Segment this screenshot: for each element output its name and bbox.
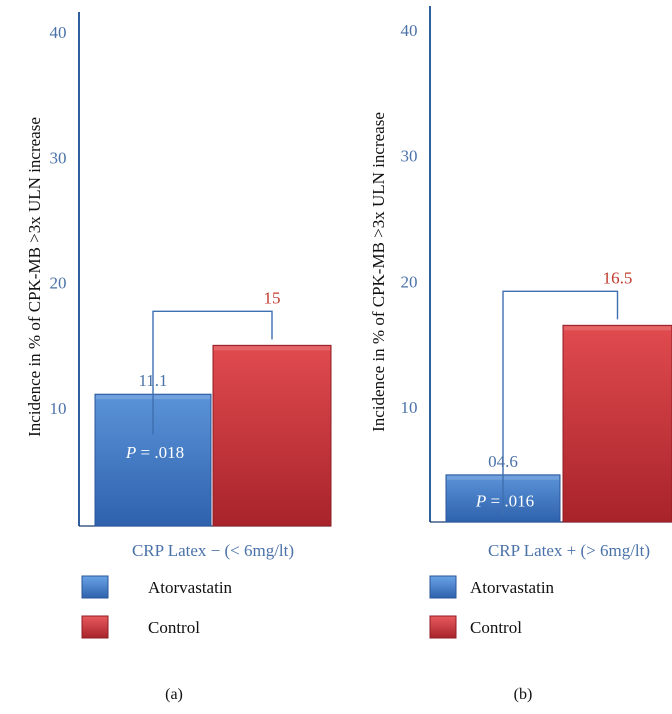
data-label-atorvastatin: 04.6 bbox=[488, 452, 518, 471]
chart-panel-b: 10 20 30 40 Incidence in % of CPK-MB >3x ULN… bbox=[369, 6, 672, 703]
y-tick-label: 20 bbox=[401, 272, 418, 291]
significance-bracket bbox=[152, 310, 273, 435]
y-tick-label: 40 bbox=[401, 21, 418, 40]
y-tick-label: 40 bbox=[50, 23, 67, 42]
legend-swatch-control bbox=[81, 615, 109, 639]
y-tick-label: 20 bbox=[50, 274, 67, 293]
x-axis-label: CRP Latex + (> 6mg/lt) bbox=[488, 541, 650, 560]
data-label-control: 16.5 bbox=[603, 268, 633, 287]
panel-label: (b) bbox=[514, 686, 533, 703]
bar-control bbox=[562, 324, 672, 523]
y-tick-label: 30 bbox=[50, 148, 67, 167]
chart-panel-a: 10 20 30 40 Incidence in % of CPK-MB >3x ULN… bbox=[25, 12, 332, 703]
data-label-atorvastatin: 11.1 bbox=[138, 371, 167, 390]
bar-control bbox=[212, 344, 332, 527]
y-axis-label: Incidence in % of CPK-MB >3x ULN increas… bbox=[25, 117, 44, 437]
legend-label-control: Control bbox=[148, 618, 200, 637]
p-value-label: P = .016 bbox=[475, 491, 534, 510]
legend-label-control: Control bbox=[470, 618, 522, 637]
y-tick-label: 10 bbox=[401, 398, 418, 417]
x-axis-label: CRP Latex − (< 6mg/lt) bbox=[132, 541, 294, 560]
y-tick-label: 10 bbox=[50, 399, 67, 418]
y-axis-label: Incidence in % of CPK-MB >3x ULN increas… bbox=[369, 112, 388, 432]
bar-highlight bbox=[564, 326, 671, 331]
significance-bracket bbox=[502, 290, 619, 515]
panel-label: (a) bbox=[165, 686, 183, 703]
legend-label-atorvastatin: Atorvastatin bbox=[470, 578, 555, 597]
legend-label-atorvastatin: Atorvastatin bbox=[148, 578, 233, 597]
legend-swatch-atorvastatin bbox=[429, 575, 457, 599]
bar-highlight bbox=[214, 346, 330, 351]
legend-swatch-control bbox=[429, 615, 457, 639]
legend-swatch-atorvastatin bbox=[81, 575, 109, 599]
y-tick-label: 30 bbox=[401, 147, 418, 166]
p-value-label: P = .018 bbox=[125, 443, 184, 462]
data-label-control: 15 bbox=[264, 288, 281, 307]
